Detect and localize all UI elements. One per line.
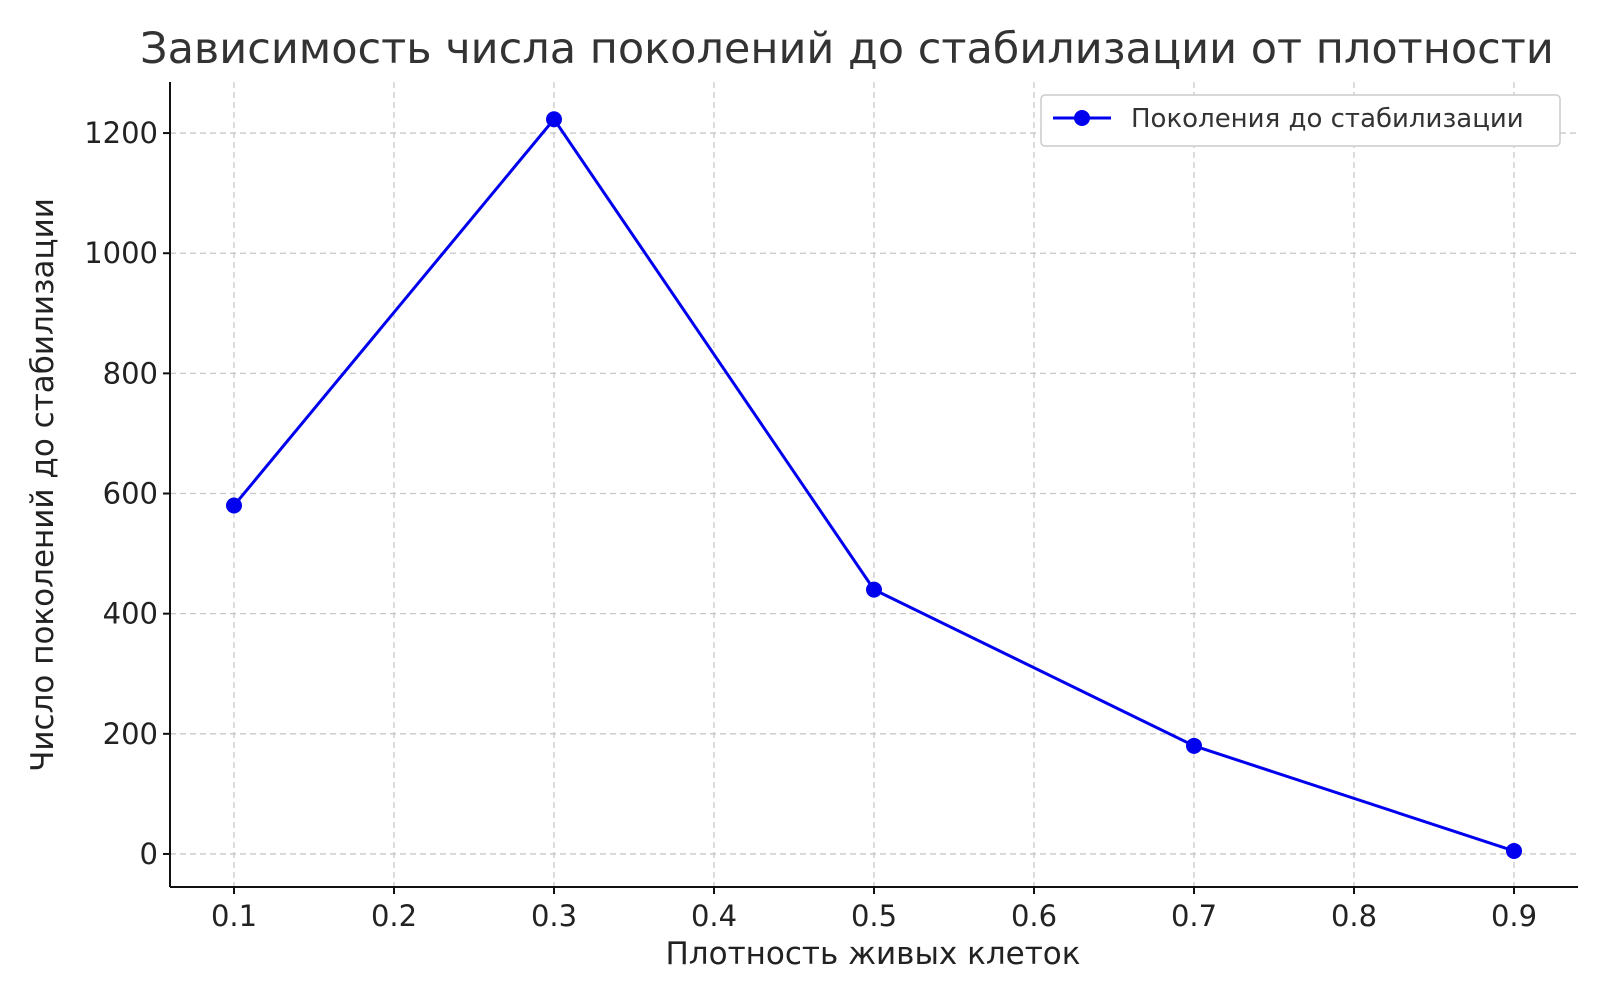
- x-tick-label: 0.6: [1011, 899, 1057, 933]
- y-tick-label: 600: [103, 477, 158, 511]
- data-point: [226, 497, 242, 514]
- x-tick-label: 0.2: [371, 899, 417, 933]
- data-point: [1186, 737, 1202, 754]
- x-tick-labels: 0.1 0.2 0.3 0.4 0.5 0.6 0.7 0.8 0.9: [211, 899, 1537, 933]
- legend-marker-swatch: [1074, 110, 1090, 126]
- y-tick-label: 1000: [84, 236, 158, 270]
- y-axis-title: Число поколений до стабилизации: [25, 198, 61, 772]
- data-point: [866, 581, 882, 598]
- legend: Поколения до стабилизации: [1040, 94, 1561, 147]
- y-tick-label: 1200: [84, 116, 158, 150]
- x-tick-label: 0.8: [1331, 899, 1377, 933]
- x-tick-label: 0.4: [691, 899, 737, 933]
- data-point: [1506, 842, 1522, 859]
- legend-label: Поколения до стабилизации: [1131, 104, 1524, 134]
- x-tick-label: 0.1: [211, 899, 257, 933]
- chart-title: Зависимость числа поколений до стабилиза…: [140, 24, 1554, 74]
- x-tick-label: 0.3: [531, 899, 577, 933]
- grid: [170, 82, 1578, 887]
- x-tick-label: 0.7: [1171, 899, 1217, 933]
- y-tick-label: 400: [103, 597, 158, 631]
- series-layer: [226, 111, 1522, 859]
- x-tick-label: 0.5: [851, 899, 897, 933]
- y-tick-label: 0: [140, 837, 158, 871]
- y-tick-label: 800: [103, 356, 158, 390]
- data-point: [546, 111, 562, 128]
- legend-box: [1040, 94, 1561, 147]
- axes: [163, 82, 1578, 894]
- y-tick-labels: 0 200 400 600 800 1000 1200: [84, 116, 158, 871]
- y-tick-label: 200: [103, 717, 158, 751]
- x-axis-title: Плотность живых клеток: [666, 936, 1081, 972]
- x-tick-label: 0.9: [1491, 899, 1537, 933]
